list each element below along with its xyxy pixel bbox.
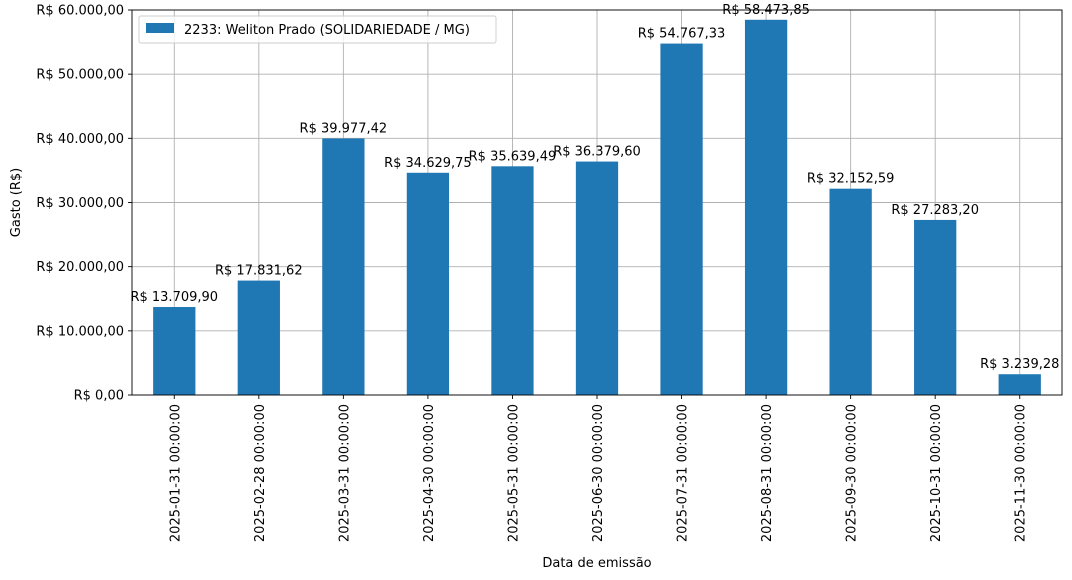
y-axis-ticks: R$ 0,00 R$ 10.000,00 R$ 20.000,00 R$ 30.000… — [36, 4, 132, 404]
x-tick-label: 2025-10-31 00:00:00 — [929, 404, 944, 542]
data-label: R$ 35.639,49 — [469, 149, 557, 164]
data-label: R$ 17.831,62 — [215, 264, 303, 279]
y-tick-label: R$ 50.000,00 — [36, 68, 124, 83]
bar — [829, 188, 872, 395]
data-label: R$ 58.473,85 — [722, 3, 810, 18]
data-label: R$ 32.152,59 — [807, 172, 895, 187]
bar — [914, 219, 957, 395]
y-tick-label: R$ 40.000,00 — [36, 132, 124, 147]
y-tick-label: R$ 10.000,00 — [36, 324, 124, 339]
y-axis-label: Gasto (R$) — [9, 168, 24, 237]
y-tick-label: R$ 0,00 — [74, 389, 124, 404]
x-tick-label: 2025-05-31 00:00:00 — [506, 404, 521, 542]
bar — [660, 43, 703, 396]
x-tick-label: 2025-09-30 00:00:00 — [845, 404, 860, 542]
x-axis-label: Data de emissão — [542, 556, 651, 571]
x-tick-label: 2025-03-31 00:00:00 — [337, 404, 352, 542]
x-tick-label: 2025-08-31 00:00:00 — [760, 404, 775, 542]
data-label: R$ 27.283,20 — [891, 203, 979, 218]
legend: 2233: Weliton Prado (SOLIDARIEDADE / MG) — [138, 15, 497, 44]
x-tick-label: 2025-06-30 00:00:00 — [591, 404, 606, 542]
data-label: R$ 36.379,60 — [553, 145, 641, 160]
x-tick-label: 2025-01-31 00:00:00 — [168, 404, 183, 542]
legend-swatch — [146, 23, 174, 33]
x-axis-ticks: 2025-01-31 00:00:00 2025-02-28 00:00:00 20… — [168, 395, 1029, 542]
x-tick-label: 2025-07-31 00:00:00 — [676, 404, 691, 542]
data-label: R$ 3.239,28 — [980, 357, 1059, 372]
data-label: R$ 34.629,75 — [384, 156, 472, 171]
bar — [322, 138, 365, 396]
x-tick-label: 2025-02-28 00:00:00 — [253, 404, 268, 542]
legend-box — [138, 15, 497, 44]
x-tick-label: 2025-04-30 00:00:00 — [422, 404, 437, 542]
bar — [744, 19, 788, 396]
bar — [153, 307, 196, 395]
data-label: R$ 54.767,33 — [638, 27, 726, 42]
data-label: R$ 39.977,42 — [300, 121, 388, 136]
legend-entry: 2233: Weliton Prado (SOLIDARIEDADE / MG) — [184, 23, 470, 38]
bar — [491, 166, 534, 395]
bar — [998, 374, 1041, 395]
bar — [237, 280, 280, 395]
y-tick-label: R$ 30.000,00 — [36, 196, 124, 211]
x-tick-label: 2025-11-30 00:00:00 — [1014, 404, 1029, 542]
data-label: R$ 13.709,90 — [130, 290, 218, 305]
bars — [153, 19, 1041, 396]
y-tick-label: R$ 60.000,00 — [36, 4, 124, 19]
y-tick-label: R$ 20.000,00 — [36, 260, 124, 275]
bar — [406, 172, 450, 395]
data-labels: R$ 13.709,90 R$ 17.831,62 R$ 39.977,42 R$ 3… — [130, 3, 1059, 372]
bar — [575, 161, 619, 395]
